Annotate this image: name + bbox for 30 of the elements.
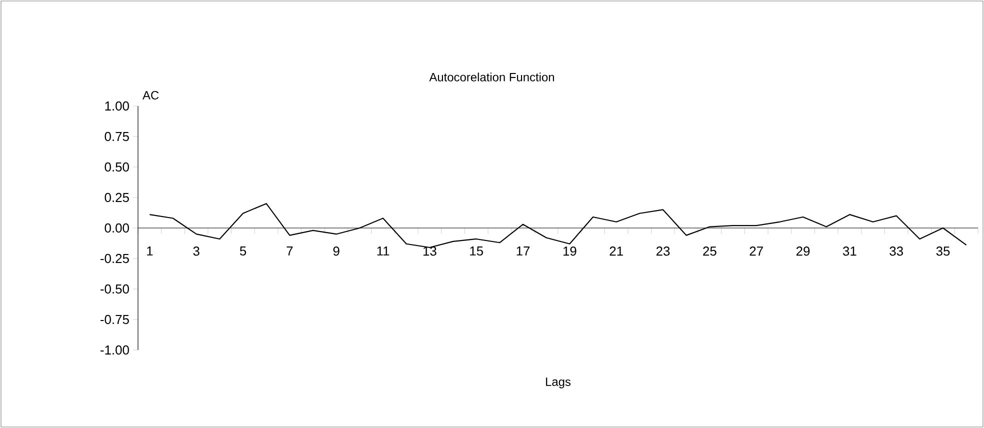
- x-tick-label: 17: [516, 246, 530, 256]
- x-tick-label: 5: [240, 246, 246, 256]
- x-tick-label: 1: [147, 246, 153, 256]
- x-tick-label: 7: [286, 246, 293, 256]
- x-tick-label: 23: [656, 246, 670, 256]
- x-tick-label: 27: [750, 246, 763, 256]
- x-tick-label: 33: [890, 246, 903, 256]
- y-tick-label: -0.25: [100, 254, 129, 264]
- x-tick-label: 19: [563, 246, 576, 256]
- y-tick-label: 0.50: [104, 162, 129, 172]
- y-tick-label: -0.50: [100, 284, 129, 294]
- y-tick-label: 0.00: [104, 223, 129, 233]
- chart-title: Autocorelation Function: [429, 72, 554, 82]
- x-tick-label: 35: [936, 246, 950, 256]
- y-tick-label: -0.75: [100, 314, 129, 324]
- x-axis-title: Lags: [546, 378, 571, 388]
- y-axis-title: AC: [142, 91, 159, 100]
- x-tick-label: 9: [333, 246, 340, 256]
- y-tick-label: 0.75: [104, 132, 129, 142]
- x-tick-label: 31: [842, 246, 856, 256]
- y-tick-label: 1.00: [105, 101, 129, 111]
- x-tick-label: 29: [796, 246, 810, 256]
- x-tick-label: 13: [423, 246, 436, 256]
- y-tick-label: -1.00: [100, 345, 129, 355]
- x-tick-label: 11: [377, 246, 390, 256]
- x-tick-label: 3: [193, 246, 200, 256]
- x-tick-label: 15: [470, 246, 483, 256]
- x-tick-label: 25: [703, 246, 716, 256]
- x-tick-label: 21: [610, 246, 623, 256]
- y-tick-label: 0.25: [104, 192, 129, 202]
